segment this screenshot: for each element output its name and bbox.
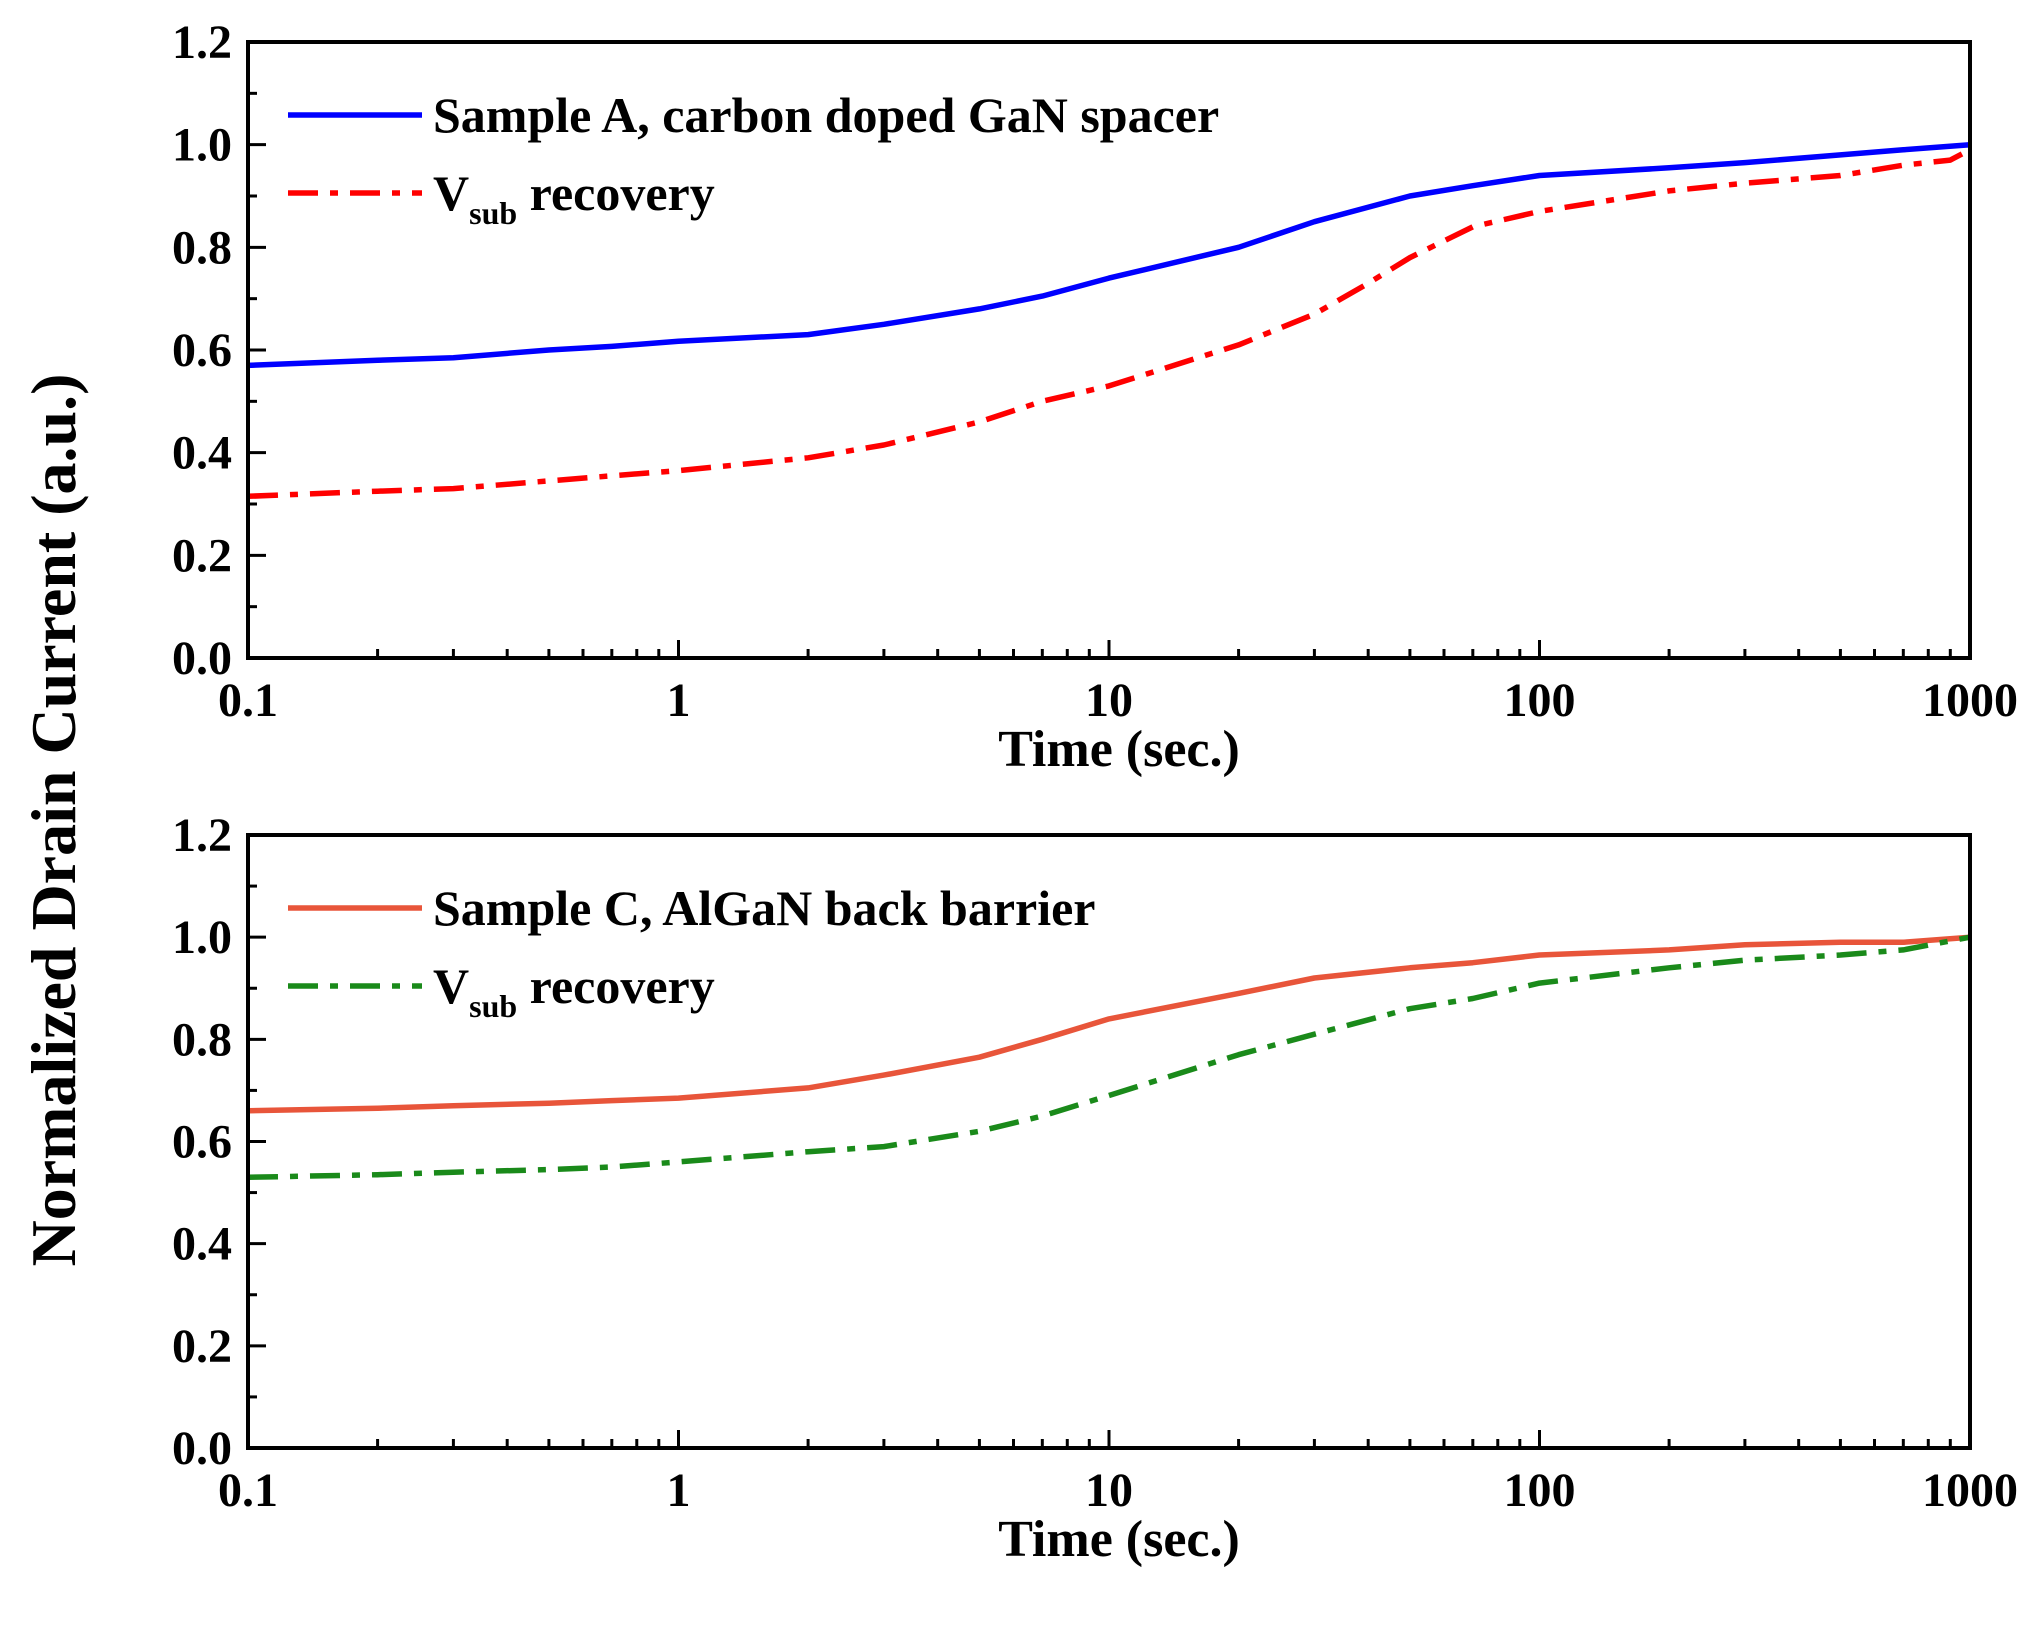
x-tick-label: 0.1 bbox=[218, 674, 278, 727]
y-tick-label: 0.8 bbox=[172, 221, 232, 274]
y-tick-label: 0.0 bbox=[172, 1422, 232, 1475]
y-tick-label: 0.6 bbox=[172, 324, 232, 377]
y-tick-label: 1.2 bbox=[172, 16, 232, 69]
legend-label: Vsub recovery bbox=[433, 165, 715, 231]
x-tick-label: 1000 bbox=[1922, 674, 2018, 727]
x-tick-label: 10 bbox=[1085, 674, 1133, 727]
series-line-sample bbox=[247, 934, 1971, 1114]
legend-label: Sample A, carbon doped GaN spacer bbox=[433, 87, 1219, 143]
y-tick-label: 1.0 bbox=[172, 119, 232, 172]
y-axis-title: Normalized Drain Current (a.u.) bbox=[18, 374, 89, 1267]
x-tick-label: 100 bbox=[1504, 1464, 1576, 1517]
series-line-vsub-recovery bbox=[247, 934, 1971, 1181]
y-tick-label: 0.2 bbox=[172, 1320, 232, 1373]
x-tick-label: 100 bbox=[1504, 674, 1576, 727]
y-tick-label: 1.0 bbox=[172, 911, 232, 964]
legend-label: Sample C, AlGaN back barrier bbox=[433, 880, 1095, 936]
y-tick-label: 0.8 bbox=[172, 1013, 232, 1066]
legend-label: Vsub recovery bbox=[433, 958, 715, 1024]
y-tick-label: 0.4 bbox=[172, 427, 232, 480]
x-tick-label: 0.1 bbox=[218, 1464, 278, 1517]
x-axis-title: Time (sec.) bbox=[998, 1511, 1240, 1568]
plot-frame bbox=[246, 40, 1972, 660]
x-tick-label: 1 bbox=[667, 674, 691, 727]
series-line-vsub-recovery bbox=[247, 147, 1972, 500]
x-tick-label: 1 bbox=[667, 1464, 691, 1517]
y-tick-label: 1.2 bbox=[172, 809, 232, 862]
y-tick-label: 0.2 bbox=[172, 529, 232, 582]
y-tick-label: 0.0 bbox=[172, 632, 232, 685]
series-line-sample bbox=[247, 141, 1971, 369]
y-tick-label: 0.4 bbox=[172, 1218, 232, 1271]
x-tick-label: 10 bbox=[1085, 1464, 1133, 1517]
x-tick-label: 1000 bbox=[1922, 1464, 2018, 1517]
x-axis-title: Time (sec.) bbox=[998, 721, 1240, 778]
plot-frame bbox=[246, 833, 1972, 1450]
top-chart-panel: 0.0 0.2 0.4 0.6 0.8 1.0 1.2 0.1 1 10 100 1000 Time (… bbox=[172, 16, 2018, 778]
y-tick-label: 0.6 bbox=[172, 1116, 232, 1169]
bottom-chart-panel: 0.0 0.2 0.4 0.6 0.8 1.0 1.2 0.1 1 10 100 1000 Time (… bbox=[172, 809, 2018, 1568]
